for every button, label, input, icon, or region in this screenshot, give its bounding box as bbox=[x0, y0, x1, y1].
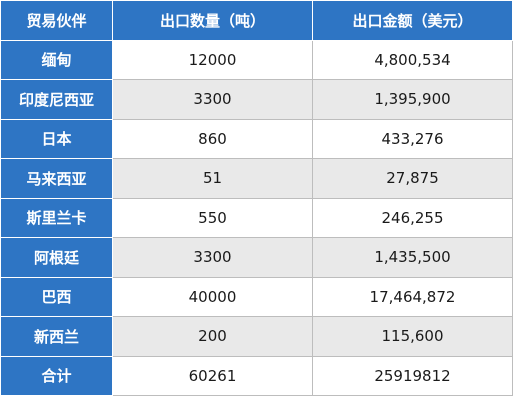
table-row: 斯里兰卡 550 246,255 bbox=[0, 197, 513, 238]
partner-cell: 巴西 bbox=[0, 276, 113, 317]
table-row: 印度尼西亚 3300 1,395,900 bbox=[0, 79, 513, 120]
header-quantity: 出口数量（吨） bbox=[112, 0, 313, 41]
partner-cell: 印度尼西亚 bbox=[0, 79, 113, 120]
quantity-cell: 550 bbox=[112, 197, 313, 238]
partner-cell: 缅甸 bbox=[0, 39, 113, 80]
amount-cell: 1,395,900 bbox=[312, 79, 513, 120]
partner-cell: 新西兰 bbox=[0, 316, 113, 357]
quantity-cell: 200 bbox=[112, 316, 313, 357]
total-quantity-cell: 60261 bbox=[112, 355, 313, 396]
quantity-cell: 3300 bbox=[112, 237, 313, 278]
partner-cell: 马来西亚 bbox=[0, 158, 113, 199]
partner-cell: 阿根廷 bbox=[0, 237, 113, 278]
header-row: 贸易伙伴 出口数量（吨） 出口金额（美元） bbox=[0, 0, 513, 41]
quantity-cell: 3300 bbox=[112, 79, 313, 120]
header-amount: 出口金额（美元） bbox=[312, 0, 513, 41]
total-label-cell: 合计 bbox=[0, 355, 113, 396]
amount-cell: 246,255 bbox=[312, 197, 513, 238]
amount-cell: 1,435,500 bbox=[312, 237, 513, 278]
amount-cell: 27,875 bbox=[312, 158, 513, 199]
quantity-cell: 860 bbox=[112, 118, 313, 159]
header-partner: 贸易伙伴 bbox=[0, 0, 113, 41]
partner-cell: 日本 bbox=[0, 118, 113, 159]
quantity-cell: 12000 bbox=[112, 39, 313, 80]
quantity-cell: 40000 bbox=[112, 276, 313, 317]
quantity-cell: 51 bbox=[112, 158, 313, 199]
total-row: 合计 60261 25919812 bbox=[0, 355, 513, 396]
total-amount-cell: 25919812 bbox=[312, 355, 513, 396]
table-row: 马来西亚 51 27,875 bbox=[0, 158, 513, 199]
partner-cell: 斯里兰卡 bbox=[0, 197, 113, 238]
amount-cell: 4,800,534 bbox=[312, 39, 513, 80]
table-row: 新西兰 200 115,600 bbox=[0, 316, 513, 357]
amount-cell: 115,600 bbox=[312, 316, 513, 357]
amount-cell: 433,276 bbox=[312, 118, 513, 159]
table-row: 缅甸 12000 4,800,534 bbox=[0, 39, 513, 80]
table-row: 日本 860 433,276 bbox=[0, 118, 513, 159]
table-row: 阿根廷 3300 1,435,500 bbox=[0, 237, 513, 278]
amount-cell: 17,464,872 bbox=[312, 276, 513, 317]
table-row: 巴西 40000 17,464,872 bbox=[0, 276, 513, 317]
